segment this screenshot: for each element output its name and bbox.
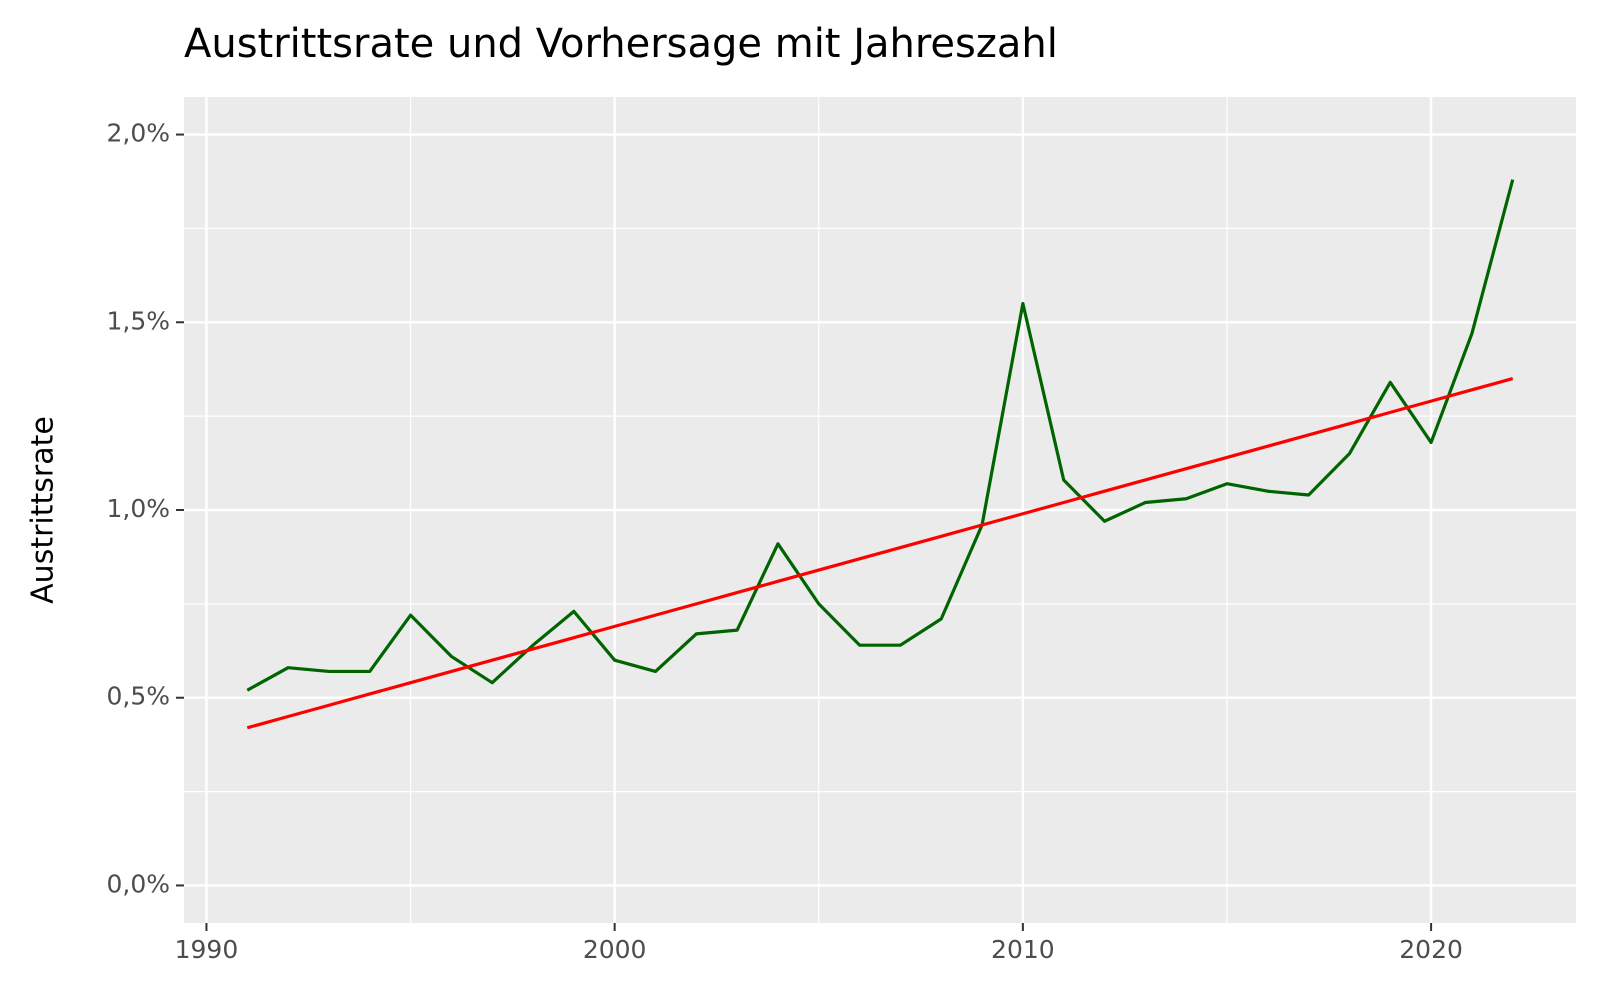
y-tick-label: 2,0%	[106, 119, 170, 148]
y-tick-label: 1,0%	[106, 494, 170, 523]
chart-title: Austrittsrate und Vorhersage mit Jahresz…	[184, 21, 1058, 67]
line-series	[246, 377, 1514, 730]
y-tick-label: 0,5%	[106, 682, 170, 711]
x-tick-label: 2000	[583, 935, 647, 964]
x-tick-label: 2020	[1399, 935, 1463, 964]
y-axis-title: Austrittsrate	[26, 416, 61, 604]
y-tick-label: 0,0%	[106, 869, 170, 898]
x-tick-label: 1990	[175, 935, 239, 964]
line-series	[246, 179, 1515, 692]
x-tick-label: 2010	[991, 935, 1055, 964]
y-tick-label: 1,5%	[106, 306, 170, 335]
